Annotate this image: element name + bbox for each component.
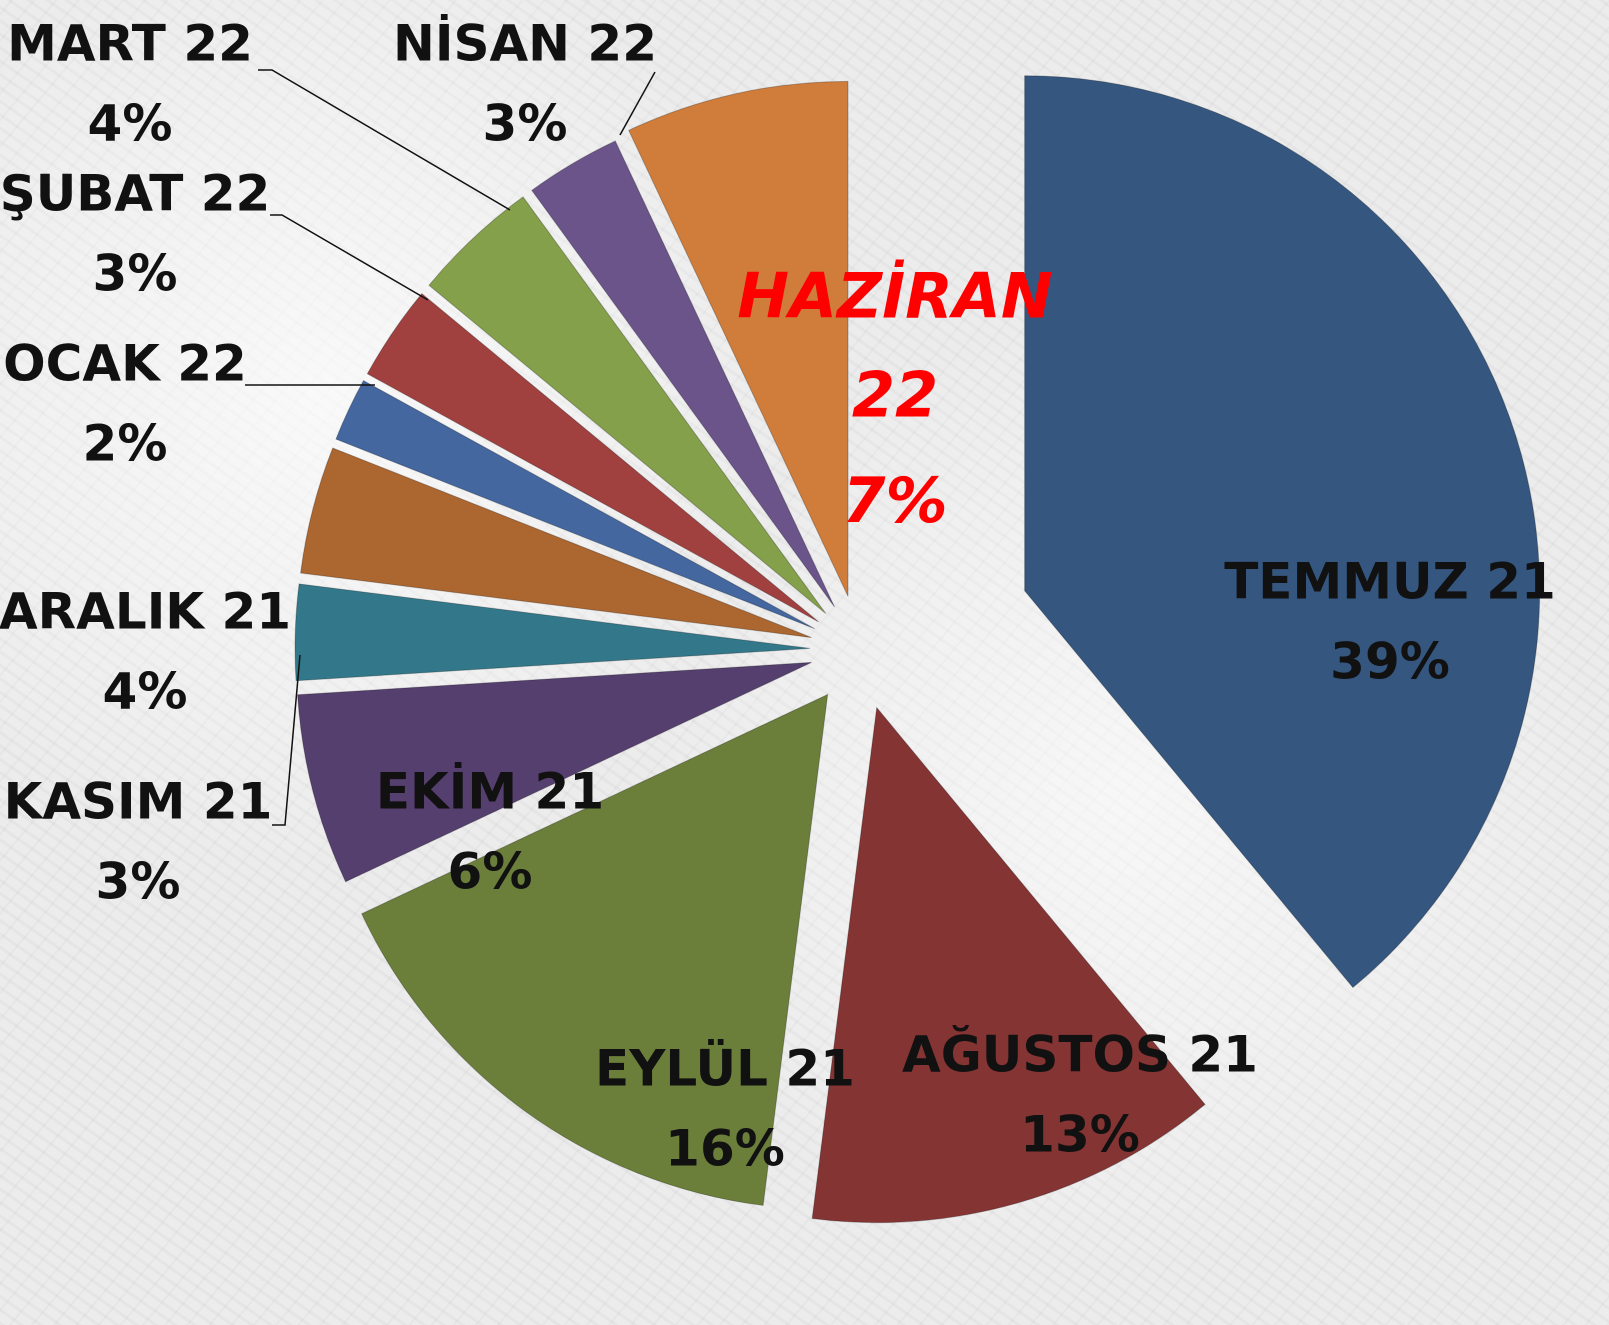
slice-label: HAZİRAN 22 <box>737 259 1053 431</box>
pie-slice <box>428 196 827 614</box>
slice-label: MART 22 <box>7 15 253 73</box>
slice-label: EKİM 21 <box>376 763 604 821</box>
value-label: 4% <box>103 663 188 721</box>
pie-slice <box>297 661 812 883</box>
leader-line <box>258 69 511 211</box>
value-label: 3% <box>96 853 181 911</box>
pie-slice <box>628 80 849 597</box>
slice-label: NİSAN 22 <box>393 15 657 73</box>
value-label: 39% <box>1330 633 1450 691</box>
value-label: 3% <box>93 245 178 303</box>
pie-slice <box>294 583 811 682</box>
pie-slice <box>1024 75 1541 989</box>
leader-line <box>619 71 656 136</box>
slice-label: EYLÜL 21 <box>595 1039 855 1098</box>
value-label: 2% <box>83 415 168 473</box>
slice-label: TEMMUZ 21 <box>1224 553 1556 611</box>
slice-label: ARALIK 21 <box>0 583 291 641</box>
pie <box>294 75 1541 1224</box>
slice-label: KASIM 21 <box>4 773 273 831</box>
pie-slice <box>811 706 1206 1224</box>
slice-label-line: HAZİRAN <box>737 259 1053 332</box>
pie-slice <box>531 140 836 608</box>
value-label: 13% <box>1020 1106 1140 1164</box>
slice-label: AĞUSTOS 21 <box>902 1025 1258 1084</box>
pie-slice <box>366 292 819 623</box>
slice-label: OCAK 22 <box>3 335 247 393</box>
pie-slice <box>361 693 829 1206</box>
value-label: 7% <box>842 464 947 537</box>
value-label: 6% <box>448 843 533 901</box>
pie-slice <box>335 379 815 630</box>
slice-label: ŞUBAT 22 <box>0 165 270 223</box>
leader-line <box>270 214 429 301</box>
value-label: 3% <box>483 95 568 153</box>
slice-label-line: 22 <box>852 359 938 432</box>
pie-slice <box>300 447 812 639</box>
leader-line <box>272 654 301 826</box>
value-label: 4% <box>88 95 173 153</box>
value-label: 16% <box>665 1120 785 1178</box>
